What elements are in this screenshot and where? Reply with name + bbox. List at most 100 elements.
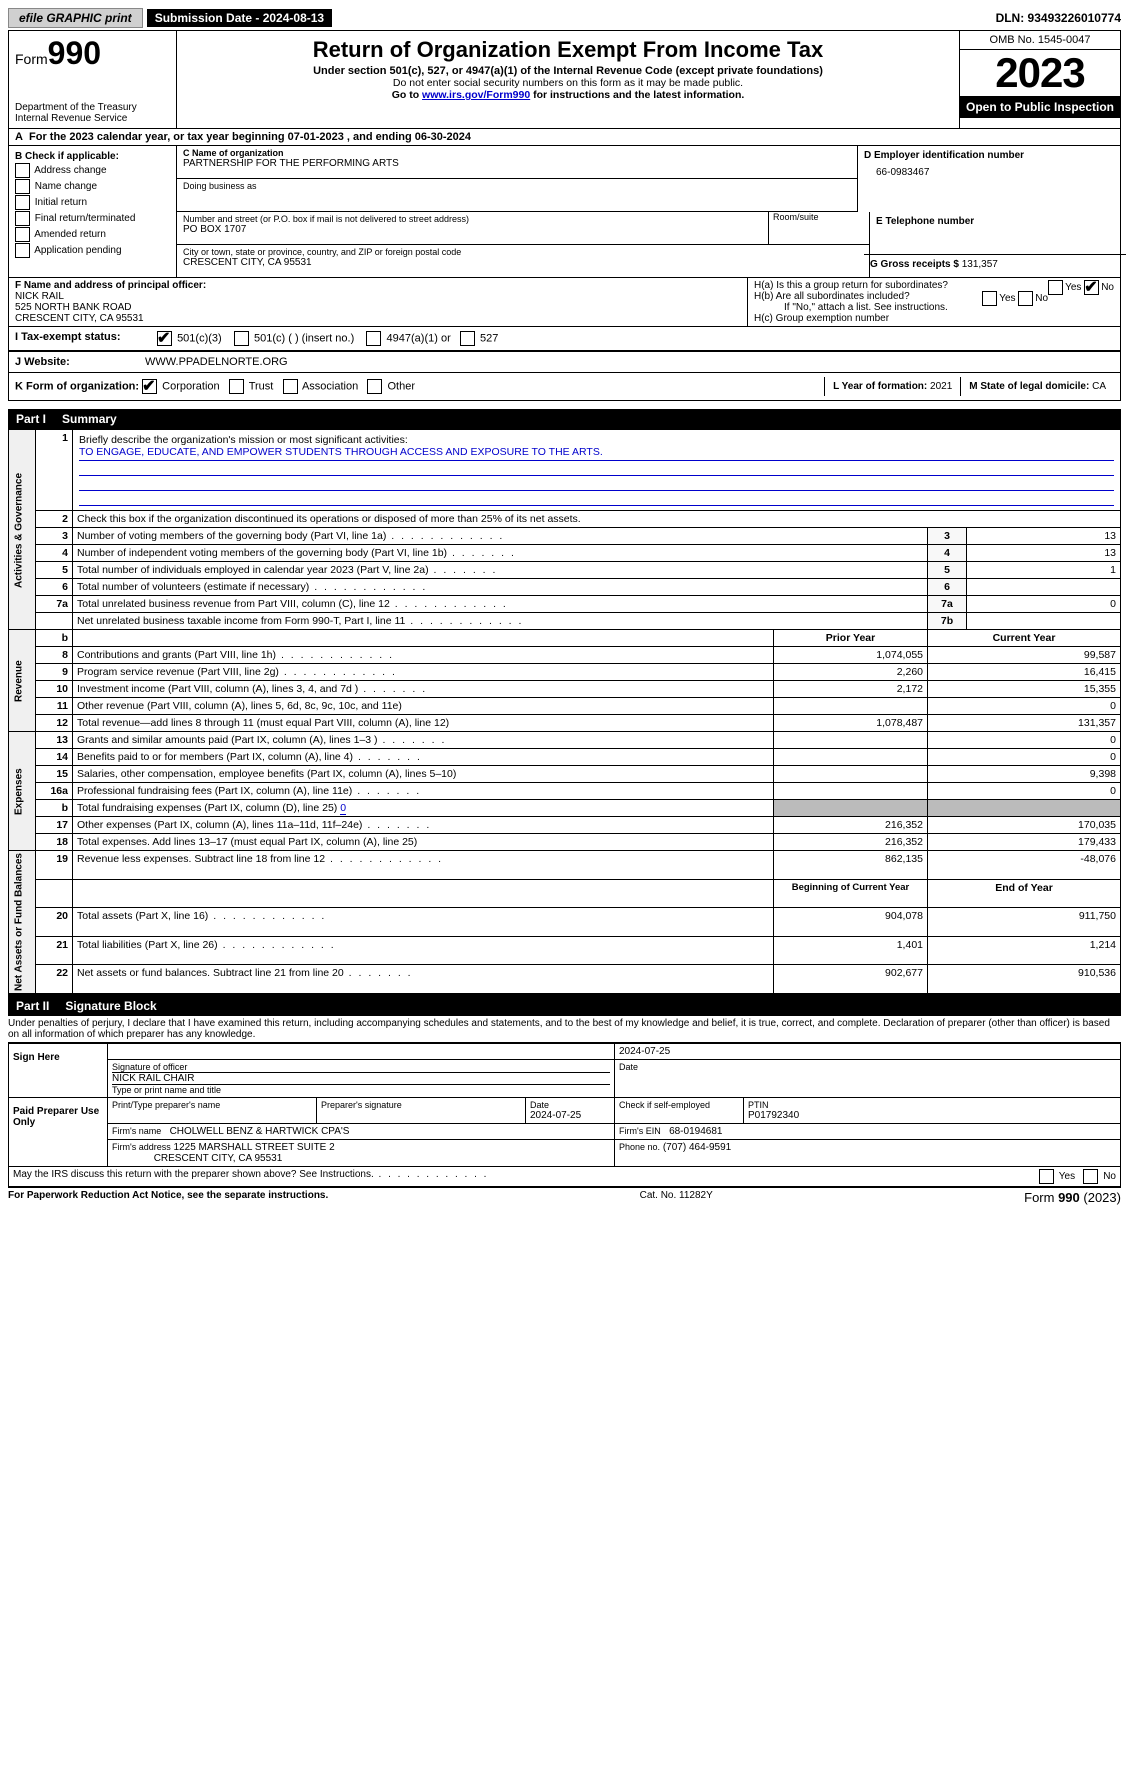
b21: 1,401 [774, 936, 928, 965]
chk-address-change[interactable] [15, 163, 30, 178]
tax-year-line: AFor the 2023 calendar year, or tax year… [9, 129, 1120, 146]
l16b-val: 0 [340, 802, 346, 815]
chk-final-return[interactable] [15, 211, 30, 226]
p12: 1,078,487 [774, 715, 928, 732]
e20: 911,750 [928, 908, 1121, 937]
val4: 13 [967, 545, 1121, 562]
summary-table: Activities & Governance 1 Briefly descri… [8, 429, 1121, 994]
year-block: OMB No. 1545-0047 2023 Open to Public In… [959, 31, 1120, 128]
goto-prefix: Go to [392, 89, 422, 101]
sidebar-expenses: Expenses [9, 732, 36, 851]
lbl-527: 527 [480, 332, 498, 344]
form-footer: Form 990 (2023) [1024, 1190, 1121, 1205]
line18: Total expenses. Add lines 13–17 (must eq… [73, 834, 774, 851]
ha-yes[interactable] [1048, 280, 1063, 295]
check-b-label: B Check if applicable: [15, 151, 170, 162]
lbl-app-pending: Application pending [34, 245, 121, 256]
chk-527[interactable] [460, 331, 475, 346]
line5: Total number of individuals employed in … [73, 562, 928, 579]
ein-value: 66-0983467 [864, 161, 1114, 188]
lbl-501c: 501(c) ( ) (insert no.) [254, 332, 354, 344]
line11: Other revenue (Part VIII, column (A), li… [73, 698, 774, 715]
val7a: 0 [967, 596, 1121, 613]
hb-yes[interactable] [982, 291, 997, 306]
street-label: Number and street (or P.O. box if mail i… [183, 214, 768, 224]
lbl-4947: 4947(a)(1) or [387, 332, 451, 344]
boy-header: Beginning of Current Year [774, 879, 928, 908]
mission-text: TO ENGAGE, EDUCATE, AND EMPOWER STUDENTS… [79, 446, 1114, 461]
firm-name: CHOLWELL BENZ & HARTWICK CPA'S [170, 1126, 350, 1137]
p8: 1,074,055 [774, 647, 928, 664]
check-applicable-col: B Check if applicable: Address change Na… [9, 146, 177, 277]
chk-501c3[interactable] [157, 331, 172, 346]
website-label: J Website: [15, 356, 145, 368]
chk-4947[interactable] [366, 331, 381, 346]
room-label: Room/suite [773, 212, 863, 222]
p9: 2,260 [774, 664, 928, 681]
hb-no[interactable] [1018, 291, 1033, 306]
sidebar-revenue: Revenue [9, 630, 36, 732]
chk-trust[interactable] [229, 379, 244, 394]
efile-print-button[interactable]: efile GRAPHIC print [8, 8, 143, 28]
officer-label: F Name and address of principal officer: [15, 280, 741, 291]
year-formation-label: L Year of formation: [833, 381, 927, 392]
chk-app-pending[interactable] [15, 243, 30, 258]
chk-501c[interactable] [234, 331, 249, 346]
chk-initial-return[interactable] [15, 195, 30, 210]
prep-date-label: Date [530, 1100, 610, 1110]
mission-question: Briefly describe the organization's miss… [79, 434, 1114, 446]
chk-assoc[interactable] [283, 379, 298, 394]
sign-here-label: Sign Here [9, 1043, 108, 1098]
self-employed: Check if self-employed [619, 1100, 710, 1110]
form990-link[interactable]: www.irs.gov/Form990 [422, 89, 530, 101]
c19: -48,076 [928, 851, 1121, 880]
line19: Revenue less expenses. Subtract line 18 … [73, 851, 774, 880]
receipts-value: 131,357 [962, 259, 998, 270]
chk-amended[interactable] [15, 227, 30, 242]
c10: 15,355 [928, 681, 1121, 698]
org-name-label: C Name of organization [183, 148, 851, 158]
part1-header: Part I Summary [8, 409, 1121, 429]
c18: 179,433 [928, 834, 1121, 851]
line4: Number of independent voting members of … [73, 545, 928, 562]
p14 [774, 749, 928, 766]
firm-addr2: CRESCENT CITY, CA 95531 [154, 1153, 283, 1164]
line7b: Net unrelated business taxable income fr… [73, 613, 928, 630]
line21: Total liabilities (Part X, line 26) [73, 936, 774, 965]
chk-other[interactable] [367, 379, 382, 394]
c15: 9,398 [928, 766, 1121, 783]
discuss-yes[interactable] [1039, 1169, 1054, 1184]
sig-date1: 2024-07-25 [619, 1046, 1116, 1057]
p15 [774, 766, 928, 783]
tax-year: 2023 [960, 50, 1120, 96]
lbl-trust: Trust [249, 380, 274, 392]
eoy-header: End of Year [928, 879, 1121, 908]
state-domicile-label: M State of legal domicile: [969, 381, 1089, 392]
chk-name-change[interactable] [15, 179, 30, 194]
ha-no[interactable] [1084, 280, 1099, 295]
dln-label: DLN: 93493226010774 [996, 11, 1121, 25]
hc-label: H(c) Group exemption number [754, 313, 1114, 324]
lbl-final-return: Final return/terminated [35, 213, 136, 224]
val5: 1 [967, 562, 1121, 579]
chk-corp[interactable] [142, 379, 157, 394]
line7a: Total unrelated business revenue from Pa… [73, 596, 928, 613]
val7b [967, 613, 1121, 630]
line16a: Professional fundraising fees (Part IX, … [73, 783, 774, 800]
current-year-header: Current Year [928, 630, 1121, 647]
p16a [774, 783, 928, 800]
firm-addr-label: Firm's address [112, 1142, 171, 1152]
discuss-no[interactable] [1083, 1169, 1098, 1184]
p13 [774, 732, 928, 749]
line2: Check this box if the organization disco… [73, 511, 1121, 528]
date-label: Date [619, 1062, 1116, 1072]
line17: Other expenses (Part IX, column (A), lin… [73, 817, 774, 834]
public-inspection: Open to Public Inspection [960, 96, 1120, 118]
part2-header: Part II Signature Block [8, 994, 1121, 1016]
hb-label: H(b) Are all subordinates included? [754, 291, 910, 302]
b22: 902,677 [774, 965, 928, 994]
street-value: PO BOX 1707 [183, 224, 768, 235]
line8: Contributions and grants (Part VIII, lin… [73, 647, 774, 664]
form-label: Form [15, 51, 48, 67]
paid-preparer-label: Paid Preparer Use Only [9, 1098, 108, 1167]
